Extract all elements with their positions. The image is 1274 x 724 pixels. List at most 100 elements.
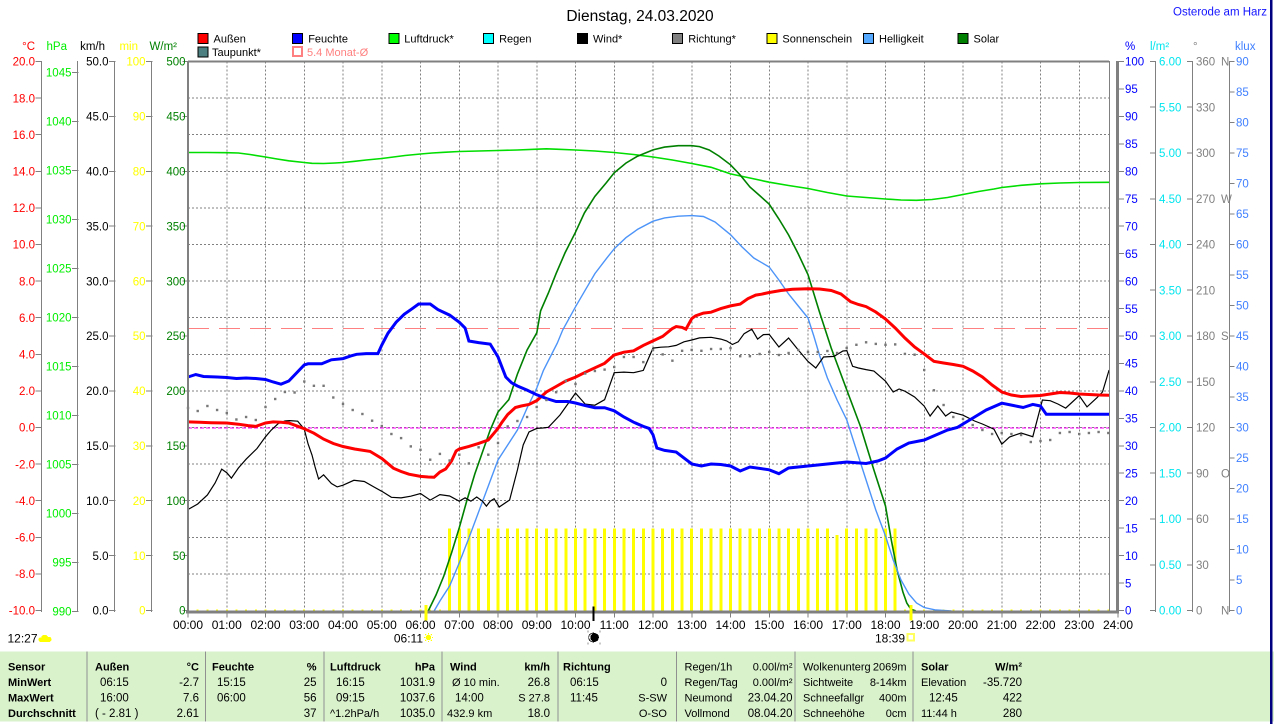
- svg-text:Solar: Solar: [921, 661, 949, 673]
- svg-text:Sonnenschein: Sonnenschein: [782, 34, 852, 46]
- svg-text:40: 40: [1125, 386, 1138, 398]
- svg-text:km/h: km/h: [524, 661, 550, 673]
- svg-text:150: 150: [1196, 377, 1215, 389]
- svg-text:W: W: [1221, 194, 1232, 206]
- svg-text:90: 90: [1236, 57, 1249, 69]
- svg-text:06:11: 06:11: [394, 632, 423, 646]
- svg-text:1.00: 1.00: [1159, 514, 1181, 526]
- svg-text:2.50: 2.50: [1159, 377, 1181, 389]
- svg-text:30: 30: [1125, 441, 1138, 453]
- svg-text:15: 15: [1125, 523, 1138, 535]
- svg-text:90: 90: [1196, 468, 1209, 480]
- svg-text:W/m²: W/m²: [150, 41, 178, 53]
- svg-text:10.0: 10.0: [13, 240, 35, 252]
- svg-text:09:00: 09:00: [522, 618, 552, 632]
- svg-text:Vollmond: Vollmond: [685, 708, 730, 720]
- svg-text:-8.0: -8.0: [15, 569, 35, 581]
- svg-text:07:00: 07:00: [444, 618, 474, 632]
- svg-text:Schneefallgr: Schneefallgr: [803, 692, 864, 704]
- svg-text:45.0: 45.0: [86, 112, 108, 124]
- svg-text:40: 40: [133, 386, 146, 398]
- svg-text:Sensor: Sensor: [8, 661, 46, 673]
- svg-text:1035: 1035: [46, 166, 72, 178]
- svg-text:23.04.20: 23.04.20: [748, 692, 793, 704]
- svg-text:06:00: 06:00: [405, 618, 435, 632]
- svg-text:56: 56: [304, 692, 317, 704]
- svg-text:Durchschnitt: Durchschnitt: [8, 708, 76, 720]
- svg-text:20: 20: [1236, 484, 1249, 496]
- svg-text:5.00: 5.00: [1159, 148, 1181, 160]
- svg-text:20.0: 20.0: [86, 386, 108, 398]
- svg-text:0.50: 0.50: [1159, 560, 1181, 572]
- svg-text:80: 80: [133, 167, 146, 179]
- svg-text:Luftdruck: Luftdruck: [330, 661, 382, 673]
- svg-text:5.50: 5.50: [1159, 102, 1181, 114]
- svg-text:Feuchte: Feuchte: [308, 34, 348, 46]
- svg-text:km/h: km/h: [80, 41, 105, 53]
- svg-text:75: 75: [1236, 148, 1249, 160]
- svg-text:0.00l/m²: 0.00l/m²: [753, 677, 793, 689]
- svg-text:50: 50: [173, 551, 186, 563]
- svg-text:10: 10: [133, 551, 146, 563]
- svg-text:37: 37: [304, 708, 317, 720]
- svg-text:°C: °C: [187, 661, 199, 673]
- svg-text:40: 40: [1236, 362, 1249, 374]
- svg-text:0: 0: [661, 677, 667, 689]
- svg-text:85: 85: [1236, 87, 1249, 99]
- svg-text:40.0: 40.0: [86, 167, 108, 179]
- svg-text:12:27: 12:27: [7, 632, 37, 646]
- svg-text:210: 210: [1196, 285, 1215, 297]
- svg-text:75: 75: [1125, 194, 1138, 206]
- svg-text:2.0: 2.0: [19, 386, 35, 398]
- svg-text:S: S: [1221, 331, 1229, 343]
- svg-text:3.50: 3.50: [1159, 285, 1181, 297]
- svg-text:95: 95: [1125, 84, 1138, 96]
- svg-text:Regen: Regen: [499, 34, 531, 46]
- svg-text:Wind: Wind: [450, 661, 477, 673]
- svg-text:Neumond: Neumond: [685, 692, 733, 704]
- svg-text:25: 25: [1125, 468, 1138, 480]
- svg-text:80: 80: [1236, 118, 1249, 130]
- svg-text:300: 300: [166, 276, 185, 288]
- svg-text:13:00: 13:00: [677, 618, 707, 632]
- svg-text:1030: 1030: [46, 215, 72, 227]
- svg-text:432.9 km: 432.9 km: [447, 708, 492, 720]
- svg-text:17:00: 17:00: [832, 618, 862, 632]
- svg-text:25.0: 25.0: [86, 331, 108, 343]
- svg-text:hPa: hPa: [47, 41, 68, 53]
- svg-text:Helligkeit: Helligkeit: [879, 34, 924, 46]
- svg-text:70: 70: [1125, 221, 1138, 233]
- svg-text:1031.9: 1031.9: [400, 677, 435, 689]
- svg-text:08.04.20: 08.04.20: [748, 708, 793, 720]
- svg-text:30: 30: [1236, 423, 1249, 435]
- svg-text:3.00: 3.00: [1159, 331, 1181, 343]
- svg-text:02:00: 02:00: [250, 618, 280, 632]
- svg-text:10: 10: [1236, 545, 1249, 557]
- svg-text:MinWert: MinWert: [8, 677, 52, 689]
- svg-text:50: 50: [133, 331, 146, 343]
- svg-text:%: %: [1125, 41, 1135, 53]
- svg-text:4.00: 4.00: [1159, 240, 1181, 252]
- svg-text:19:00: 19:00: [909, 618, 939, 632]
- svg-text:0: 0: [1236, 606, 1242, 618]
- svg-text:1.50: 1.50: [1159, 468, 1181, 480]
- svg-text:-2.7: -2.7: [179, 677, 199, 689]
- svg-text:20: 20: [133, 496, 146, 508]
- svg-text:10:00: 10:00: [560, 618, 590, 632]
- svg-text:04:00: 04:00: [328, 618, 358, 632]
- svg-text:50.0: 50.0: [86, 57, 108, 69]
- svg-text:450: 450: [166, 112, 185, 124]
- svg-text:5: 5: [1125, 578, 1131, 590]
- svg-text:N: N: [1221, 606, 1229, 618]
- svg-text:5.0: 5.0: [93, 551, 109, 563]
- svg-text:15: 15: [1236, 514, 1249, 526]
- svg-text:0cm: 0cm: [886, 708, 907, 720]
- svg-text:23:00: 23:00: [1064, 618, 1094, 632]
- svg-text:35.0: 35.0: [86, 221, 108, 233]
- svg-text:O-SO: O-SO: [639, 708, 668, 720]
- svg-text:30: 30: [1196, 560, 1209, 572]
- svg-text:14:00: 14:00: [455, 692, 484, 704]
- svg-text:14.0: 14.0: [13, 167, 35, 179]
- svg-text:60: 60: [133, 276, 146, 288]
- svg-text:45: 45: [1236, 331, 1249, 343]
